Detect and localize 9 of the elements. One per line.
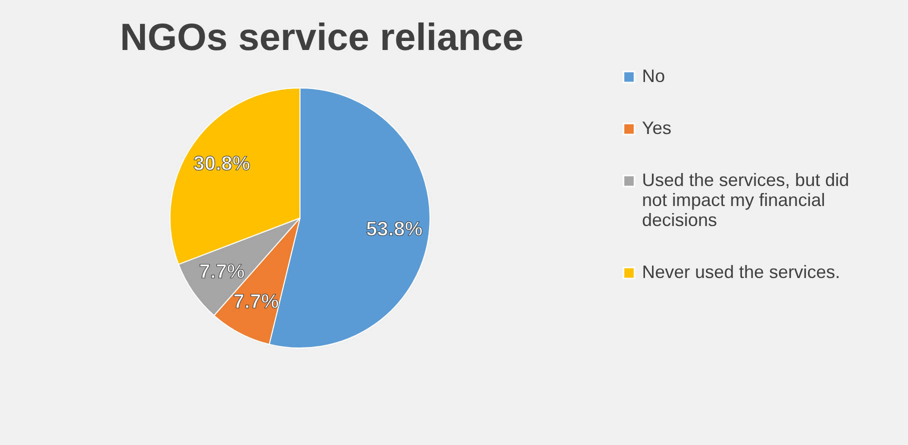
data-label: 7.7% (233, 291, 280, 314)
data-label: 7.7% (199, 261, 245, 284)
legend-label: Never used the services. (642, 262, 840, 282)
data-label: 53.8% (366, 218, 423, 240)
data-label: 30.8% (193, 153, 250, 176)
chart-title: NGOs service reliance (120, 17, 524, 59)
legend-label: Used the services, but did not impact my financial decisions (642, 170, 850, 230)
legend-label: No (642, 66, 666, 86)
legend-label: Yes (642, 118, 672, 138)
